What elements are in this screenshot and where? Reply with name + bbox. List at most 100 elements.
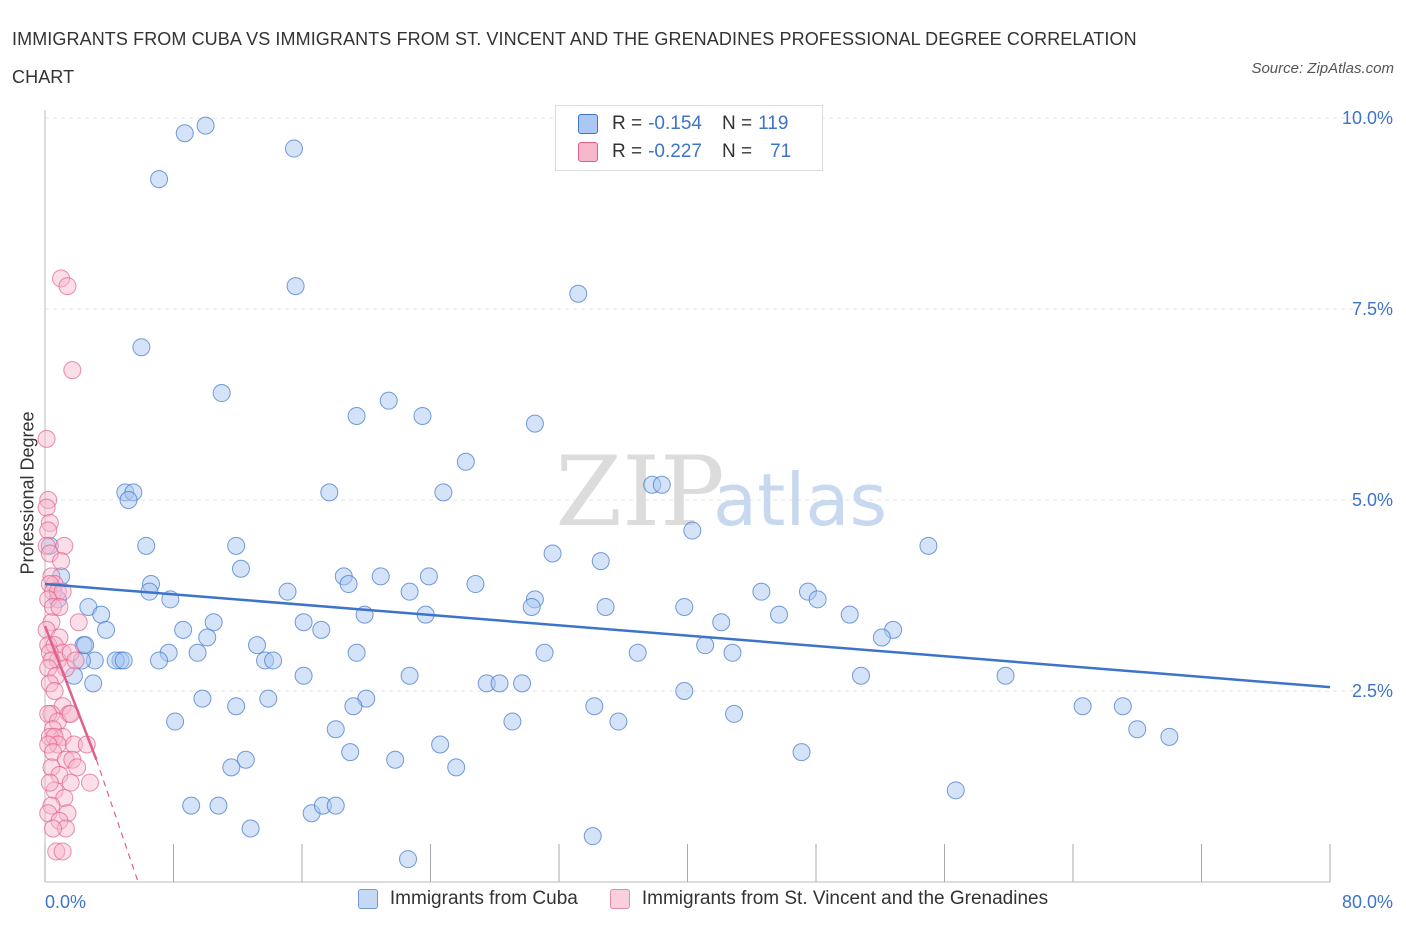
legend-item-cuba[interactable]: Immigrants from Cuba [357, 888, 578, 910]
cuba-point-109 [326, 796, 345, 815]
cuba-point-48 [808, 590, 827, 609]
series-stvincent-points [37, 269, 99, 861]
stvincent-point-53 [68, 758, 87, 777]
cuba-point-91 [503, 712, 522, 731]
cuba-point-37 [752, 582, 771, 601]
cuba-point-11 [525, 414, 544, 433]
cuba-point-10 [413, 406, 432, 425]
stvincent-point-63 [56, 819, 75, 838]
cuba-point-26 [591, 552, 610, 571]
cuba-point-25 [231, 559, 250, 578]
cuba-point-41 [92, 605, 111, 624]
legend-item-stvincent[interactable]: Immigrants from St. Vincent and the Gren… [609, 888, 1049, 910]
cuba-point-85 [259, 689, 278, 708]
cuba-point-81 [996, 666, 1015, 685]
stvincent-point-3 [37, 429, 56, 448]
series-cuba-points [40, 116, 1179, 869]
legend-label-cuba: Immigrants from Cuba [389, 888, 578, 909]
cuba-point-66 [723, 643, 742, 662]
cuba-point-51 [294, 613, 313, 632]
cuba-point-120 [466, 575, 485, 594]
cuba-point-61 [248, 636, 267, 655]
stvincent-point-1 [58, 277, 77, 296]
cuba-point-46 [675, 597, 694, 616]
legend-swatch-stvincent [609, 889, 630, 909]
cuba-point-82 [193, 689, 212, 708]
cuba-point-89 [166, 712, 185, 731]
r-label: R = [612, 113, 643, 134]
series-legend: Immigrants from Cuba Immigrants from St.… [0, 888, 1406, 910]
stvincent-point-4 [39, 491, 58, 509]
cuba-point-29 [339, 575, 358, 594]
cuba-point-106 [209, 796, 228, 815]
y-tick-label-2: 7.5% [1352, 299, 1393, 319]
stvincent-point-2 [63, 361, 82, 380]
n-value-stvincent: 71 [770, 141, 792, 162]
cuba-point-53 [97, 620, 116, 639]
cuba-point-90 [326, 720, 345, 739]
stvincent-point-46 [64, 735, 83, 754]
cuba-point-71 [150, 651, 169, 670]
cuba-point-79 [513, 674, 532, 693]
cuba-point-21 [137, 536, 156, 555]
cuba-point-78 [490, 674, 509, 693]
grid-lines [45, 117, 1375, 692]
cuba-point-7 [212, 384, 231, 403]
stvincent-point-7 [39, 521, 58, 540]
stvincent-point-17 [53, 582, 72, 601]
stvincent-point-5 [37, 498, 56, 517]
cuba-point-2 [284, 139, 303, 158]
trend-line-cuba [44, 582, 1331, 689]
stvincent-point-65 [47, 842, 66, 861]
cuba-point-99 [341, 743, 360, 762]
n-label: N = [721, 141, 753, 162]
cuba-point-45 [596, 597, 615, 616]
stvincent-point-8 [55, 536, 74, 555]
legend-label-stvincent: Immigrants from St. Vincent and the Gren… [641, 888, 1049, 909]
x-tick-label-min: 0.0% [45, 892, 86, 912]
cuba-point-74 [84, 674, 103, 693]
legend-row-stvincent: R = -0.227 N = 71 [578, 138, 791, 166]
cuba-point-13 [320, 483, 339, 502]
stvincent-point-67 [40, 773, 59, 792]
cuba-point-76 [400, 666, 419, 685]
trend-lines [43, 582, 1331, 883]
chart-title: IMMIGRANTS FROM CUBA VS IMMIGRANTS FROM … [12, 29, 1137, 87]
cuba-point-5 [569, 284, 588, 303]
cuba-point-94 [1073, 697, 1092, 716]
stvincent-point-21 [69, 613, 88, 632]
stvincent-point-11 [52, 552, 71, 571]
cuba-point-119 [264, 651, 283, 670]
cuba-point-92 [609, 712, 628, 731]
cuba-point-65 [696, 636, 715, 655]
stvincent-point-64 [44, 819, 63, 838]
cuba-point-27 [371, 567, 390, 586]
cuba-point-9 [347, 406, 366, 425]
cuba-point-95 [1113, 697, 1132, 716]
cuba-point-63 [535, 643, 554, 662]
stvincent-point-6 [40, 513, 59, 532]
stvincent-point-35 [45, 682, 64, 700]
cuba-point-105 [182, 796, 201, 815]
stvincent-point-56 [80, 773, 99, 792]
cuba-point-75 [294, 666, 313, 685]
cuba-point-30 [400, 582, 419, 601]
r-value-stvincent: -0.227 [648, 141, 702, 162]
cuba-point-103 [447, 758, 466, 777]
cuba-point-88 [675, 682, 694, 700]
cuba-point-87 [585, 697, 604, 716]
cuba-point-22 [227, 536, 246, 555]
cuba-point-96 [1128, 720, 1147, 739]
stvincent-point-68 [66, 651, 85, 670]
cuba-point-100 [386, 750, 405, 769]
stvincent-point-19 [44, 597, 63, 616]
cuba-point-115 [76, 636, 95, 655]
cuba-point-102 [222, 758, 241, 777]
stvincent-point-55 [61, 773, 80, 792]
watermark-atlas: atlas [713, 458, 887, 542]
cuba-point-8 [379, 391, 398, 410]
cuba-point-112 [399, 850, 418, 869]
watermark: ZIP atlas [555, 436, 887, 548]
cuba-point-54 [712, 613, 731, 632]
r-label: R = [612, 141, 643, 162]
